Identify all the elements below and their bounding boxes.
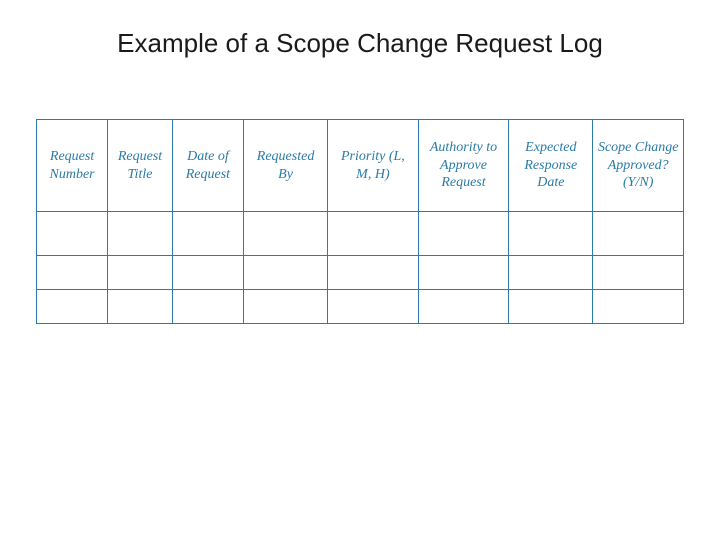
cell <box>328 290 419 324</box>
table-row <box>37 212 684 256</box>
col-authority: Authority to Approve Request <box>418 120 509 212</box>
scope-change-log-table: Request Number Request Title Date of Req… <box>36 119 684 324</box>
cell <box>593 212 684 256</box>
cell <box>418 256 509 290</box>
cell <box>244 290 328 324</box>
scope-change-log-table-container: Request Number Request Title Date of Req… <box>0 119 720 324</box>
cell <box>108 256 173 290</box>
col-request-number: Request Number <box>37 120 108 212</box>
cell <box>418 212 509 256</box>
cell <box>328 256 419 290</box>
cell <box>244 212 328 256</box>
col-date-of-request: Date of Request <box>172 120 243 212</box>
cell <box>172 212 243 256</box>
cell <box>37 256 108 290</box>
cell <box>418 290 509 324</box>
col-expected-date: Expected Response Date <box>509 120 593 212</box>
cell <box>328 212 419 256</box>
table-header-row: Request Number Request Title Date of Req… <box>37 120 684 212</box>
cell <box>172 256 243 290</box>
cell <box>593 290 684 324</box>
cell <box>37 212 108 256</box>
cell <box>108 212 173 256</box>
table-row <box>37 290 684 324</box>
cell <box>244 256 328 290</box>
cell <box>108 290 173 324</box>
page-title: Example of a Scope Change Request Log <box>0 28 720 59</box>
cell <box>172 290 243 324</box>
cell <box>509 256 593 290</box>
col-request-title: Request Title <box>108 120 173 212</box>
col-approved: Scope Change Approved? (Y/N) <box>593 120 684 212</box>
cell <box>509 212 593 256</box>
cell <box>509 290 593 324</box>
table-row <box>37 256 684 290</box>
cell <box>37 290 108 324</box>
col-requested-by: Requested By <box>244 120 328 212</box>
cell <box>593 256 684 290</box>
col-priority: Priority (L, M, H) <box>328 120 419 212</box>
